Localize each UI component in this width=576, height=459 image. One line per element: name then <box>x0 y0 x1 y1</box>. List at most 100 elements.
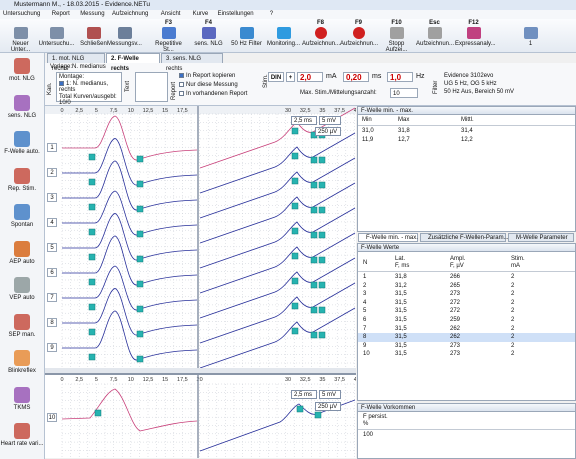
report-option[interactable]: Nur diese Messung <box>179 82 238 88</box>
table-cell: 2 <box>363 282 367 289</box>
toolbar-button[interactable]: 1 <box>512 20 549 51</box>
toolbar-label: Messungsv... <box>107 41 142 47</box>
dropdown[interactable]: 2,5 ms <box>291 390 317 399</box>
toolbar-button[interactable]: Esc Aufzeichnun... <box>416 20 454 51</box>
dropdown[interactable]: 5 mV <box>319 116 341 125</box>
sidebar-icon <box>14 58 30 74</box>
dropdown[interactable]: 5 mV <box>319 390 341 399</box>
dropdown[interactable]: 250 µV <box>315 402 341 411</box>
row-label[interactable]: 9 <box>47 343 57 352</box>
toolbar-button[interactable]: F8 Aufzeichnun... <box>302 20 341 51</box>
toolbar-icon <box>201 27 216 39</box>
toolbar-icon <box>352 27 365 39</box>
stim-value[interactable]: 1,0 <box>387 72 413 82</box>
report-option[interactable]: In Report kopieren <box>179 73 235 79</box>
menu-item[interactable]: ? <box>269 11 274 17</box>
sidebar-item[interactable]: Rep. Stim. <box>0 167 44 200</box>
template-label: Vorlage:N. medianus <box>50 64 106 70</box>
header-rule <box>358 271 575 272</box>
toolbar-button[interactable]: Schließen <box>75 20 112 51</box>
dropdown[interactable]: 250 µV <box>315 127 341 136</box>
table-cell: 10 <box>363 351 370 358</box>
row-label[interactable]: 5 <box>47 243 57 252</box>
unit: ms <box>372 73 382 80</box>
sidebar-icon <box>14 313 30 330</box>
measurement-tab[interactable]: 2. F-Welle rechts <box>106 53 160 72</box>
table-cell: 266 <box>450 274 461 280</box>
menu-item[interactable]: Report <box>51 11 70 17</box>
row-label[interactable]: 4 <box>47 218 57 227</box>
stim-value[interactable]: 0,20 <box>343 72 369 82</box>
menu-item[interactable]: Kurve <box>192 11 209 17</box>
sidebar-item[interactable]: sens. NLG <box>0 94 44 127</box>
menu-item[interactable]: Einstellungen <box>217 11 254 17</box>
row-label[interactable]: 7 <box>47 293 57 302</box>
time-axis-label: 5 <box>95 108 98 114</box>
row-label[interactable]: 8 <box>47 318 57 327</box>
result-tab[interactable]: Zusätzliche F-Wellen-Param... <box>420 233 509 242</box>
toolbar-button[interactable]: F3 Repetitive St... <box>150 20 187 53</box>
din-button[interactable]: DIN <box>268 72 284 82</box>
toolbar-button[interactable]: Neuer Unter... <box>2 20 39 53</box>
toolbar-button[interactable]: Untersuchu... <box>38 20 75 51</box>
row-label[interactable]: 6 <box>47 268 57 277</box>
sidebar-item[interactable]: AEP auto <box>0 240 44 273</box>
result-tab[interactable]: M-Welle Parameter <box>508 233 574 242</box>
sidebar-item[interactable]: VEP auto <box>0 277 44 309</box>
table-header: mA <box>511 263 520 269</box>
sidebar-item[interactable]: Blinkreflex <box>0 350 44 382</box>
sidebar-item[interactable]: Spontan <box>0 204 44 236</box>
result-tab[interactable]: F-Welle min. - max. <box>358 233 418 242</box>
cursor-marker <box>136 230 144 238</box>
sidebar-icon <box>14 204 30 220</box>
time-axis-label: 35 <box>319 108 325 114</box>
table-cell: 273 <box>450 291 461 298</box>
menu-item[interactable]: Aufzeichnung <box>112 11 149 17</box>
time-axis-label: 32,5 <box>300 108 311 114</box>
row-label[interactable]: 2 <box>47 168 57 177</box>
toolbar-button[interactable]: F4 sens. NLG <box>190 20 227 51</box>
spacer <box>2 20 39 27</box>
dropdown[interactable]: 2,5 ms <box>291 116 317 125</box>
cursor-marker <box>88 228 96 236</box>
cursor-marker <box>291 177 299 185</box>
time-axis-label: 12,5 <box>143 377 154 383</box>
report-option[interactable]: In vorhandenen Report <box>179 91 247 97</box>
toolbar-button[interactable]: Messungsv... <box>106 20 143 51</box>
toolbar-button[interactable]: F9 Aufzeichnun... <box>340 20 378 51</box>
shortcut-key: F8 <box>316 20 324 26</box>
table-cell: 2 <box>511 325 515 332</box>
table-header: Lat. <box>395 256 406 262</box>
sidebar-item[interactable]: TKMS <box>0 386 44 419</box>
f-wave-trace <box>199 207 356 269</box>
minmax-panel <box>357 106 576 232</box>
row-label[interactable]: 10 <box>47 413 57 422</box>
sidebar-item[interactable]: SEP man. <box>0 313 44 346</box>
f-wave-trace <box>199 307 356 369</box>
row-label[interactable]: 3 <box>47 193 57 202</box>
sidebar-item[interactable]: Heart rate vari... <box>0 423 44 455</box>
toolbar-button[interactable]: F12 Expressanaly... <box>455 20 496 51</box>
cursor-marker <box>88 203 96 211</box>
toolbar-label: Untersuchu... <box>38 41 75 47</box>
sidebar-item[interactable]: mot. NLG <box>0 58 44 90</box>
f-wave-trace <box>199 182 356 244</box>
measurement-tab[interactable]: 3. sens. NLG rechts <box>161 53 223 72</box>
menu-item[interactable]: Messung <box>80 11 105 17</box>
menu-item[interactable]: Untersuchung <box>3 11 41 17</box>
menu-item[interactable]: Ansicht <box>160 11 181 17</box>
plus-button[interactable]: + <box>286 72 295 82</box>
toolbar-button[interactable]: 50 Hz Filter <box>228 20 265 51</box>
sidebar-item[interactable]: F-Welle auto. <box>0 131 44 163</box>
toolbar-button[interactable]: Monitoring... <box>265 20 302 51</box>
checkbox <box>179 73 184 78</box>
max-stim-value[interactable]: 10 <box>390 88 418 98</box>
toolbar-button[interactable]: F10 Stopp Aufzei... <box>378 20 415 53</box>
measurement-tab[interactable]: 1. mot. NLG rechts <box>47 53 105 72</box>
spacer <box>228 20 265 27</box>
row-label[interactable]: 1 <box>47 143 57 152</box>
table-cell: 273 <box>450 351 461 358</box>
stim-value[interactable]: 2,0 <box>297 72 323 82</box>
toolbar-label: Aufzeichnun... <box>302 41 341 47</box>
table-cell: 31,5 <box>395 334 407 341</box>
